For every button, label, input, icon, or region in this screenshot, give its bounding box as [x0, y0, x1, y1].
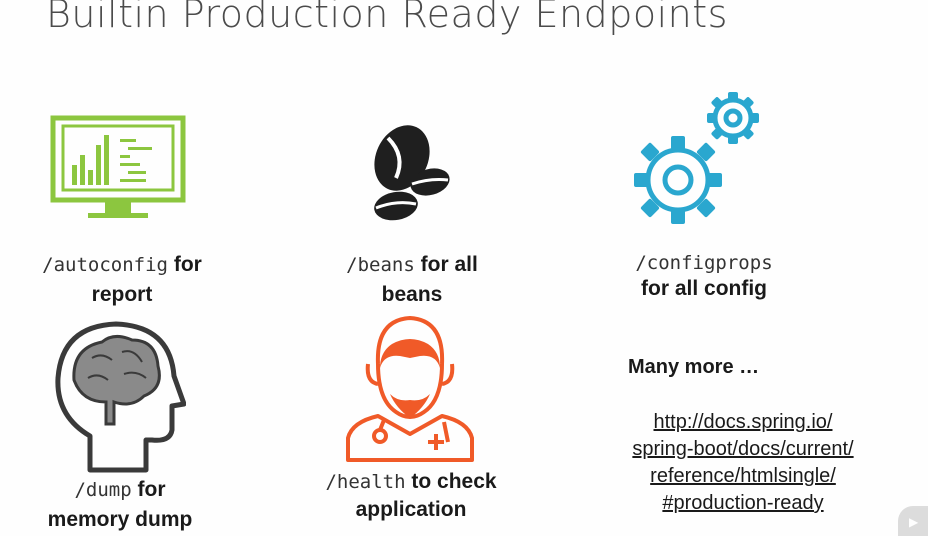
beans-caption: /beans for all beans: [320, 250, 504, 309]
configprops-endpoint: /configprops: [635, 252, 773, 274]
beans-endpoint: /beans: [346, 254, 415, 276]
gears-icon: [634, 92, 759, 224]
monitor-chart-icon: [50, 115, 186, 218]
dump-suffix: for: [137, 478, 166, 501]
docs-link-line-1[interactable]: http://docs.spring.io/: [653, 411, 833, 433]
docs-link-line-3[interactable]: reference/htmlsingle/: [650, 465, 836, 487]
health-endpoint: /health: [325, 471, 406, 493]
health-description: application: [355, 498, 467, 521]
beans-suffix: for all: [420, 253, 478, 276]
health-caption: /health to check application: [308, 468, 514, 523]
dump-endpoint: /dump: [74, 479, 132, 501]
autoconfig-description: report: [91, 283, 153, 306]
coffee-beans-icon: [374, 125, 450, 221]
beans-description: beans: [381, 283, 443, 306]
autoconfig-suffix: for: [173, 253, 202, 276]
docs-link-line-4[interactable]: #production-ready: [662, 492, 824, 514]
health-suffix: to check: [411, 470, 497, 493]
autoconfig-caption: /autoconfig for report: [22, 250, 222, 309]
configprops-description: for all config: [641, 277, 767, 300]
autoconfig-endpoint: /autoconfig: [42, 254, 168, 276]
dump-description: memory dump: [47, 508, 193, 531]
slide-title: Builtin Production Ready Endpoints: [46, 0, 728, 36]
head-brain-icon: [55, 321, 186, 473]
docs-link-line-2[interactable]: spring-boot/docs/current/: [632, 438, 854, 460]
configprops-caption: /configprops for all config: [614, 250, 794, 302]
dump-caption: /dump for memory dump: [20, 475, 220, 534]
play-icon: ▶: [909, 515, 919, 529]
doctor-icon: [346, 316, 474, 462]
play-button[interactable]: ▶: [898, 506, 928, 536]
many-more-label: Many more …: [628, 356, 760, 378]
